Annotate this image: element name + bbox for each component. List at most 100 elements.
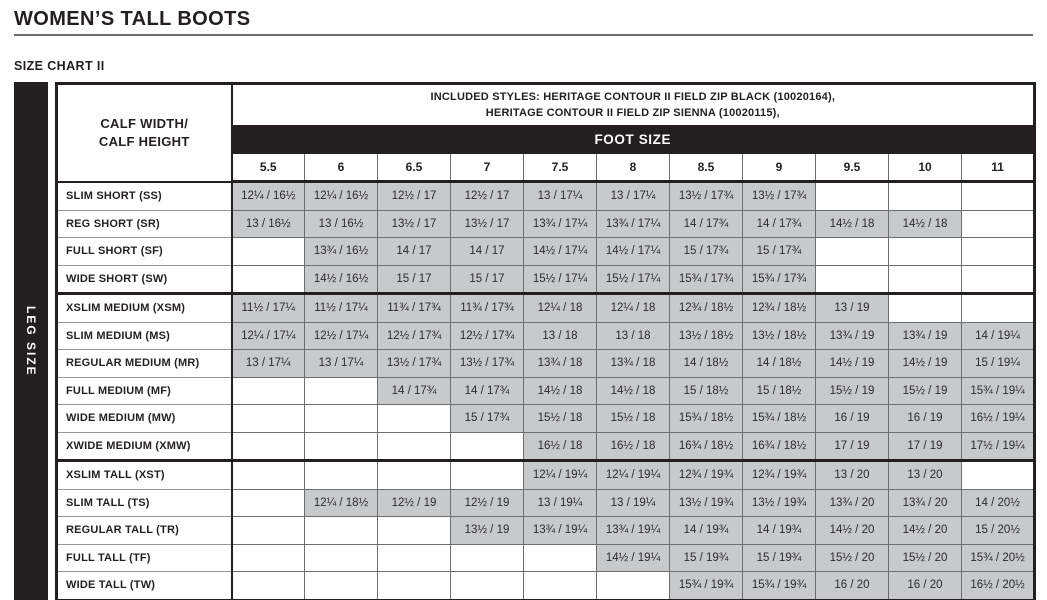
size-cell: 15 / 18½ bbox=[742, 376, 816, 405]
size-cell: 14 / 19¾ bbox=[669, 516, 743, 545]
size-cell: 12½ / 19 bbox=[450, 488, 524, 517]
size-cell: 12¼ / 18 bbox=[523, 292, 597, 323]
size-cell-empty bbox=[450, 431, 524, 461]
size-cell: 12½ / 17¾ bbox=[450, 321, 524, 350]
size-cell: 14½ / 19¼ bbox=[596, 543, 670, 572]
size-cell-empty bbox=[888, 181, 962, 211]
table-row: XSLIM TALL (XST) 12¼ / 19¼ 12¼ / 19¼ 12¾ / … bbox=[56, 459, 1036, 490]
size-cell: 13¾ / 20 bbox=[815, 488, 889, 517]
size-cell-empty bbox=[304, 404, 378, 433]
size-cell: 13 / 17¼ bbox=[523, 181, 597, 211]
size-cell: 14½ / 18 bbox=[596, 376, 670, 405]
size-cell-empty bbox=[815, 237, 889, 266]
size-cell-empty bbox=[377, 459, 451, 490]
size-cell-empty bbox=[523, 543, 597, 572]
foot-size-col-7: 7 bbox=[450, 152, 524, 183]
table-row: SLIM TALL (TS) 12¼ / 18½ 12½ / 19 12½ / 19 1… bbox=[56, 488, 1036, 517]
row-label: WIDE SHORT (SW) bbox=[56, 264, 233, 294]
size-cell: 14½ / 17¼ bbox=[596, 237, 670, 266]
calf-header-line1: CALF WIDTH/ bbox=[100, 115, 189, 131]
size-cell-empty bbox=[304, 459, 378, 490]
size-cell-empty bbox=[377, 543, 451, 572]
size-cell: 13¾ / 19 bbox=[815, 321, 889, 350]
size-chart-body: SLIM SHORT (SS) 12¼ / 16½ 12¼ / 16½ 12½ / 1… bbox=[56, 181, 1036, 600]
size-cell: 13½ / 19¾ bbox=[669, 488, 743, 517]
size-cell-empty bbox=[377, 431, 451, 461]
size-cell: 13½ / 19¾ bbox=[742, 488, 816, 517]
size-cell: 12½ / 19 bbox=[377, 488, 451, 517]
table-row: REGULAR MEDIUM (MR) 13 / 17¼ 13 / 17¼ 13½ /… bbox=[56, 349, 1036, 378]
size-cell: 14½ / 17¼ bbox=[523, 237, 597, 266]
size-cell-empty bbox=[960, 264, 1036, 294]
size-cell: 15 / 19¼ bbox=[960, 349, 1036, 378]
size-cell: 15¾ / 17¾ bbox=[669, 264, 743, 294]
size-cell: 15 / 18½ bbox=[669, 376, 743, 405]
row-label: SLIM SHORT (SS) bbox=[56, 181, 233, 211]
row-label: FULL TALL (TF) bbox=[56, 543, 233, 572]
size-cell: 13 / 17¼ bbox=[304, 349, 378, 378]
size-cell-empty bbox=[960, 459, 1036, 490]
size-cell-empty bbox=[231, 431, 305, 461]
size-cell: 15½ / 17¼ bbox=[523, 264, 597, 294]
foot-size-col-9: 9 bbox=[742, 152, 816, 183]
size-cell: 13½ / 18½ bbox=[669, 321, 743, 350]
size-cell: 12¼ / 16½ bbox=[304, 181, 378, 211]
row-label: XSLIM MEDIUM (XSM) bbox=[56, 292, 233, 323]
table-row: SLIM SHORT (SS) 12¼ / 16½ 12¼ / 16½ 12½ / 1… bbox=[56, 181, 1036, 211]
size-cell: 12¾ / 19¾ bbox=[669, 459, 743, 490]
size-cell-empty bbox=[377, 571, 451, 600]
size-cell: 11¾ / 17¾ bbox=[377, 292, 451, 323]
size-cell: 15 / 17¾ bbox=[742, 237, 816, 266]
size-cell: 13 / 17¼ bbox=[231, 349, 305, 378]
size-cell-empty bbox=[450, 571, 524, 600]
title-divider bbox=[14, 34, 1033, 36]
size-cell: 15¾ / 20½ bbox=[960, 543, 1036, 572]
row-label: SLIM TALL (TS) bbox=[56, 488, 233, 517]
size-cell-empty bbox=[231, 459, 305, 490]
chart-subtitle: SIZE CHART II bbox=[14, 59, 105, 73]
foot-size-col-9.5: 9.5 bbox=[815, 152, 889, 183]
table-row: FULL SHORT (SF) 13¾ / 16½ 14 / 17 14 / 17 14… bbox=[56, 237, 1036, 266]
size-cell: 15½ / 20 bbox=[888, 543, 962, 572]
size-cell: 16 / 19 bbox=[888, 404, 962, 433]
size-cell-empty bbox=[450, 459, 524, 490]
size-cell: 13½ / 18½ bbox=[742, 321, 816, 350]
size-cell: 14 / 19¼ bbox=[960, 321, 1036, 350]
size-cell: 14½ / 18 bbox=[815, 209, 889, 238]
size-cell: 12¾ / 19¾ bbox=[742, 459, 816, 490]
size-cell: 11½ / 17¼ bbox=[304, 292, 378, 323]
size-cell: 12½ / 17 bbox=[450, 181, 524, 211]
foot-size-col-10: 10 bbox=[888, 152, 962, 183]
size-cell: 14½ / 20 bbox=[888, 516, 962, 545]
size-cell: 14½ / 16½ bbox=[304, 264, 378, 294]
size-cell: 17½ / 19¼ bbox=[960, 431, 1036, 461]
row-label: REGULAR TALL (TR) bbox=[56, 516, 233, 545]
size-cell: 16½ / 19¼ bbox=[960, 404, 1036, 433]
size-cell: 15½ / 20 bbox=[815, 543, 889, 572]
size-cell: 12¼ / 18½ bbox=[304, 488, 378, 517]
row-label: WIDE MEDIUM (MW) bbox=[56, 404, 233, 433]
foot-size-header: FOOT SIZE bbox=[230, 125, 1036, 154]
size-cell: 14 / 18½ bbox=[669, 349, 743, 378]
size-cell: 14 / 20½ bbox=[960, 488, 1036, 517]
size-cell: 14 / 19¾ bbox=[742, 516, 816, 545]
size-cell: 12½ / 17¼ bbox=[304, 321, 378, 350]
size-cell: 13 / 18 bbox=[596, 321, 670, 350]
size-cell-empty bbox=[596, 571, 670, 600]
size-cell: 16¾ / 18½ bbox=[742, 431, 816, 461]
size-cell: 15½ / 18 bbox=[596, 404, 670, 433]
size-cell: 17 / 19 bbox=[888, 431, 962, 461]
foot-size-col-6.5: 6.5 bbox=[377, 152, 451, 183]
size-cell: 15 / 19¾ bbox=[669, 543, 743, 572]
size-cell-empty bbox=[960, 237, 1036, 266]
table-row: FULL MEDIUM (MF) 14 / 17¾ 14 / 17¾ 14½ / 18… bbox=[56, 376, 1036, 405]
size-cell-empty bbox=[377, 404, 451, 433]
size-cell: 15¾ / 18½ bbox=[742, 404, 816, 433]
table-row: SLIM MEDIUM (MS) 12¼ / 17¼ 12½ / 17¼ 12½ / … bbox=[56, 321, 1036, 350]
size-cell-empty bbox=[304, 376, 378, 405]
size-cell: 16½ / 20½ bbox=[960, 571, 1036, 600]
size-cell-empty bbox=[523, 571, 597, 600]
size-cell: 15½ / 19 bbox=[815, 376, 889, 405]
included-styles-line1: INCLUDED STYLES: HERITAGE CONTOUR II FIE… bbox=[430, 90, 836, 103]
size-cell: 17 / 19 bbox=[815, 431, 889, 461]
